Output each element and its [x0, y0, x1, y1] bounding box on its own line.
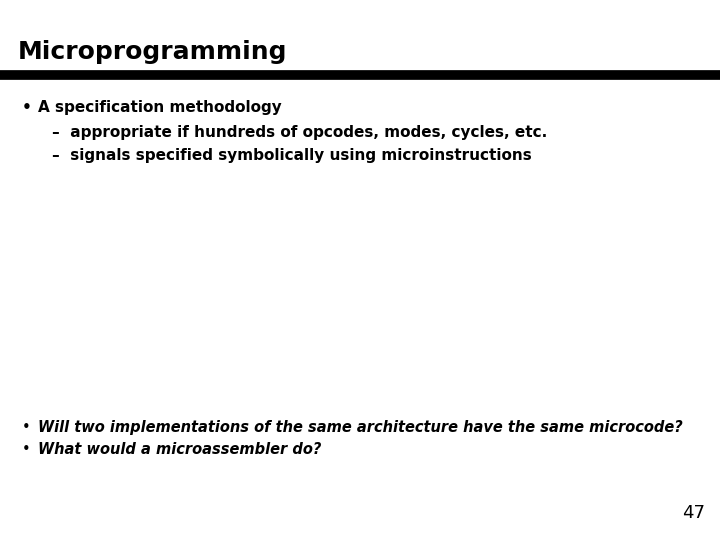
Text: •: • — [22, 420, 31, 435]
Text: –  appropriate if hundreds of opcodes, modes, cycles, etc.: – appropriate if hundreds of opcodes, mo… — [52, 125, 547, 140]
Text: –  signals specified symbolically using microinstructions: – signals specified symbolically using m… — [52, 148, 532, 163]
Text: 47: 47 — [682, 504, 705, 522]
Text: Will two implementations of the same architecture have the same microcode?: Will two implementations of the same arc… — [38, 420, 683, 435]
Text: What would a microassembler do?: What would a microassembler do? — [38, 442, 321, 457]
Text: •: • — [22, 100, 32, 115]
Text: Microprogramming: Microprogramming — [18, 40, 287, 64]
Text: •: • — [22, 442, 31, 457]
Text: A specification methodology: A specification methodology — [38, 100, 282, 115]
